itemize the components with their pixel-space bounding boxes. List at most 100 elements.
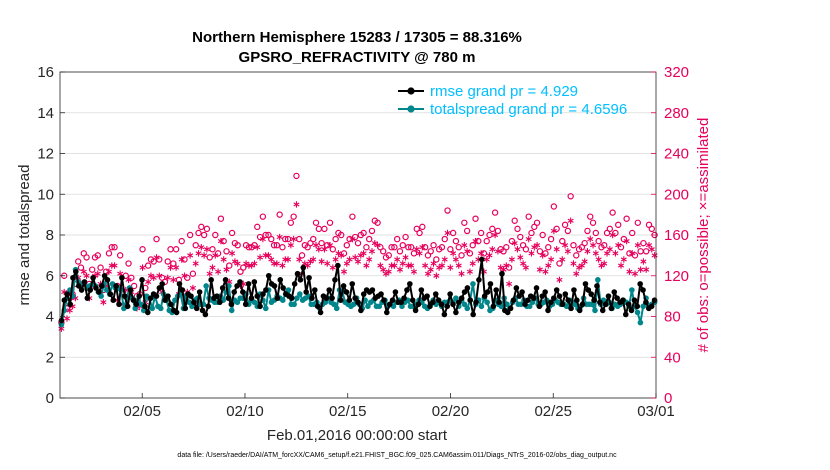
- obs-possible-point: [587, 213, 594, 220]
- obs-assimilated-point: [156, 272, 163, 279]
- obs-assimilated-point: [343, 260, 350, 267]
- rmse-point: [214, 293, 220, 299]
- rmse-point: [628, 307, 635, 314]
- rmse-point: [556, 293, 563, 299]
- obs-assimilated-point: [424, 270, 431, 277]
- obs-assimilated-point: [413, 246, 420, 253]
- legend-spread-label: totalspread grand pr = 4.6596: [430, 101, 627, 118]
- obs-assimilated-point: [354, 258, 362, 265]
- obs-assimilated-point: [651, 252, 658, 259]
- obs-possible-point: [539, 231, 546, 239]
- obs-possible-point: [203, 225, 211, 233]
- rmse-point: [453, 309, 459, 316]
- obs-assimilated-point: [626, 268, 633, 275]
- obs-possible-point: [461, 219, 468, 226]
- spread-point: [331, 301, 337, 308]
- spread-point: [228, 307, 235, 314]
- obs-assimilated-point: [422, 262, 429, 269]
- obs-assimilated-point: [550, 227, 557, 235]
- obs-possible-point: [533, 219, 541, 226]
- rmse-point: [280, 285, 286, 291]
- obs-assimilated-point: [287, 241, 294, 249]
- spread-point: [203, 283, 209, 289]
- rmse-point: [228, 301, 235, 308]
- rmse-point: [404, 287, 410, 293]
- obs-possible-point: [511, 217, 518, 224]
- obs-possible-point: [290, 213, 297, 220]
- obs-possible-point: [564, 227, 572, 235]
- rmse-point: [548, 299, 554, 306]
- obs-assimilated-point: [520, 260, 527, 267]
- obs-assimilated-point: [589, 241, 597, 249]
- x-axis-label: Feb.01,2016 00:00:00 start: [267, 427, 448, 444]
- rmse-point: [240, 289, 246, 295]
- rmse-point: [576, 307, 583, 314]
- y2-tick-label: 240: [664, 146, 689, 163]
- rmse-point: [467, 297, 474, 304]
- obs-possible-point: [186, 231, 194, 239]
- rmse-point: [611, 289, 618, 295]
- obs-assimilated-point: [326, 241, 334, 249]
- rmse-point: [159, 281, 166, 287]
- spread-point: [333, 305, 340, 312]
- obs-possible-point: [595, 237, 602, 245]
- obs-possible-point: [116, 252, 124, 259]
- obs-possible-point: [581, 239, 588, 247]
- rmse-point: [193, 305, 200, 312]
- obs-assimilated-point: [545, 262, 552, 269]
- obs-possible-point: [592, 229, 600, 237]
- obs-assimilated-point: [173, 264, 180, 271]
- obs-possible-point: [623, 215, 630, 222]
- obs-assimilated-point: [615, 241, 622, 249]
- obs-possible-point: [83, 254, 90, 261]
- obs-assimilated-point: [581, 258, 588, 265]
- rmse-point: [162, 297, 168, 304]
- rmse-point: [381, 297, 387, 304]
- obs-possible-point: [438, 244, 446, 251]
- obs-assimilated-point: [450, 250, 457, 257]
- rmse-point: [216, 299, 223, 306]
- spread-point: [498, 303, 505, 310]
- obs-possible-point: [268, 235, 275, 243]
- obs-assimilated-point: [472, 237, 479, 245]
- rmse-point: [579, 301, 586, 308]
- spread-point: [285, 287, 292, 293]
- rmse-point: [98, 283, 105, 289]
- rmse-point: [389, 297, 396, 304]
- rmse-point: [530, 295, 537, 301]
- rmse-point: [470, 311, 476, 318]
- rmse-point: [168, 301, 174, 308]
- obs-assimilated-point: [217, 237, 224, 245]
- rmse-point: [585, 287, 592, 293]
- rmse-point: [562, 291, 569, 297]
- rmse-point: [265, 272, 272, 279]
- rmse-point: [127, 287, 134, 293]
- obs-assimilated-point: [430, 260, 437, 267]
- rmse-point: [591, 297, 597, 304]
- rmse-point: [67, 301, 73, 308]
- obs-possible-point: [491, 209, 499, 216]
- rmse-point: [507, 305, 514, 312]
- obs-possible-point: [525, 213, 532, 220]
- obs-assimilated-point: [189, 284, 196, 292]
- rmse-point: [231, 289, 237, 295]
- obs-assimilated-point: [192, 260, 199, 267]
- obs-assimilated-point: [111, 262, 118, 269]
- rmse-point: [510, 297, 517, 304]
- y2-tick-label: 320: [664, 64, 689, 81]
- x-tick-label: 03/01: [637, 403, 675, 420]
- obs-possible-point: [192, 241, 199, 249]
- obs-assimilated-point: [150, 274, 157, 281]
- rmse-point: [96, 289, 102, 295]
- obs-possible-point: [360, 229, 367, 237]
- obs-possible-point: [189, 270, 197, 277]
- obs-assimilated-point: [528, 250, 535, 257]
- obs-possible-point: [449, 229, 457, 237]
- rmse-point: [409, 297, 416, 304]
- rmse-point: [637, 281, 643, 287]
- obs-assimilated-point: [444, 229, 451, 237]
- rmse-point: [329, 295, 335, 301]
- legend: rmse grand pr = 4.929 totalspread grand …: [398, 83, 627, 118]
- rmse-point: [648, 303, 655, 310]
- obs-assimilated-point: [508, 256, 515, 263]
